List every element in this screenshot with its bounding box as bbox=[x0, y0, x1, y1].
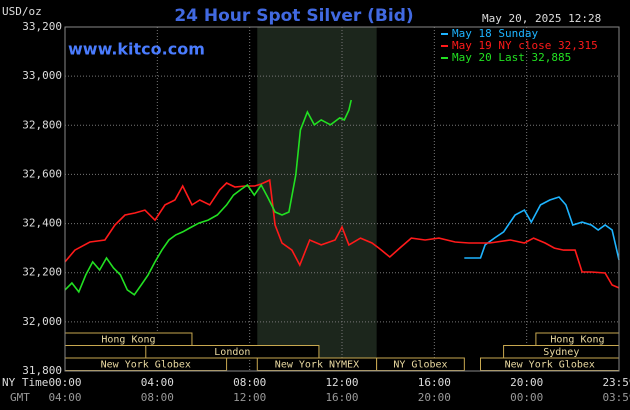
y-tick-label: 33,200 bbox=[22, 20, 62, 33]
y-tick-label: 32,800 bbox=[22, 118, 62, 131]
series-line bbox=[64, 178, 620, 289]
session-label: New York Globex bbox=[505, 360, 595, 371]
x2-tick-label: 04:00 bbox=[48, 391, 81, 404]
y-tick-label: 32,400 bbox=[22, 217, 62, 230]
x-tick-label: 12:00 bbox=[325, 376, 358, 389]
x2-tick-label: 00:00 bbox=[510, 391, 543, 404]
legend-label: May 19 NY close 32,315 bbox=[452, 39, 598, 52]
series-line bbox=[464, 196, 620, 261]
x2-tick-label: 16:00 bbox=[325, 391, 358, 404]
session-label: NY Globex bbox=[393, 360, 447, 371]
x-tick-label: 08:00 bbox=[233, 376, 266, 389]
y-axis-label: USD/oz bbox=[2, 5, 42, 18]
timestamp: May 20, 2025 12:28 bbox=[482, 12, 601, 25]
y-tick-label: 31,800 bbox=[22, 364, 62, 377]
session-label: New York Globex bbox=[101, 360, 191, 371]
x-tick-label: 00:00 bbox=[48, 376, 81, 389]
chart-title: 24 Hour Spot Silver (Bid) bbox=[174, 6, 413, 26]
session-label: Hong Kong bbox=[550, 335, 604, 346]
session-label: London bbox=[214, 347, 250, 358]
y-tick-label: 32,200 bbox=[22, 266, 62, 279]
x-tick-label: 20:00 bbox=[510, 376, 543, 389]
session-label: New York NYMEX bbox=[275, 360, 359, 371]
x2-row-label: GMT bbox=[10, 391, 30, 404]
x-row-label: NY Time bbox=[2, 376, 48, 389]
x-tick-label: 04:00 bbox=[141, 376, 174, 389]
y-tick-label: 32,000 bbox=[22, 315, 62, 328]
x2-tick-label: 20:00 bbox=[418, 391, 451, 404]
legend-label: May 20 Last 32,885 bbox=[452, 51, 571, 64]
session-label: Sydney bbox=[543, 347, 579, 358]
x2-tick-label: 08:00 bbox=[141, 391, 174, 404]
watermark: www.kitco.com bbox=[68, 40, 205, 59]
x-tick-label: 23:59 bbox=[602, 376, 630, 389]
session-box bbox=[145, 345, 320, 359]
shaded-region bbox=[257, 27, 377, 371]
session-label: Hong Kong bbox=[101, 335, 155, 346]
y-tick-label: 32,600 bbox=[22, 167, 62, 180]
legend-label: May 18 Sunday bbox=[452, 27, 538, 40]
plot-border bbox=[64, 26, 620, 372]
series-line bbox=[64, 99, 352, 296]
y-tick-label: 33,000 bbox=[22, 69, 62, 82]
x2-tick-label: 12:00 bbox=[233, 391, 266, 404]
x-tick-label: 16:00 bbox=[418, 376, 451, 389]
x2-tick-label: 03:59 bbox=[602, 391, 630, 404]
